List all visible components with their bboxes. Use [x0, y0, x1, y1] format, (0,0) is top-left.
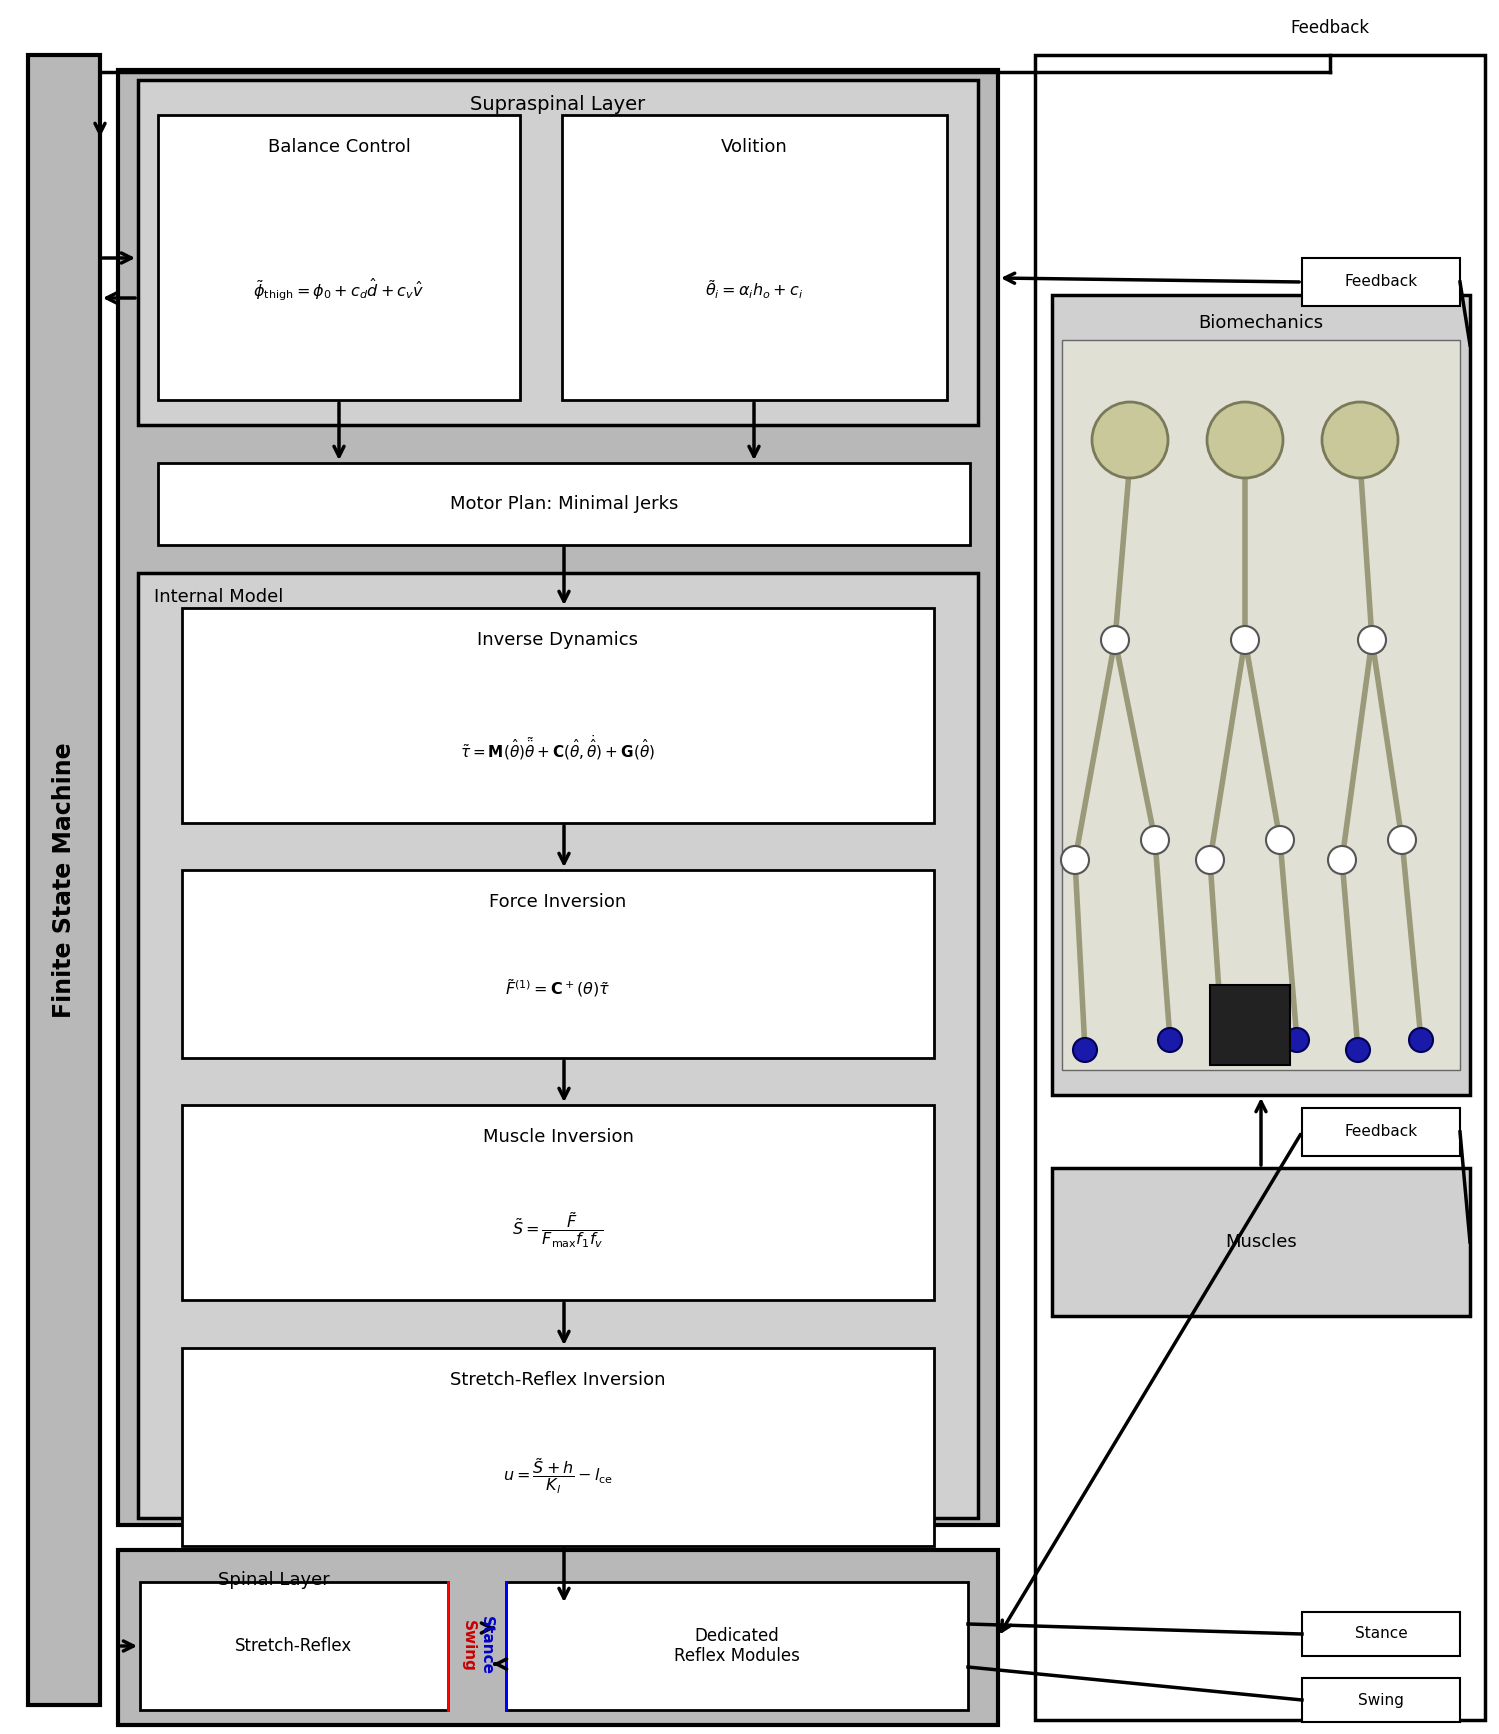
- Bar: [1034, 55, 1486, 1720]
- Text: Volition: Volition: [721, 139, 788, 156]
- Bar: [181, 870, 934, 1058]
- Text: $\tilde{F}^{(1)} = \mathbf{C}^+(\theta)\tilde{\tau}$: $\tilde{F}^{(1)} = \mathbf{C}^+(\theta)\…: [505, 976, 610, 999]
- Bar: [1052, 1169, 1471, 1316]
- Text: $\tilde{S} = \dfrac{\tilde{F}}{F_{\rm max}f_1 f_v}$: $\tilde{S} = \dfrac{\tilde{F}}{F_{\rm ma…: [513, 1210, 604, 1250]
- Circle shape: [1328, 846, 1357, 874]
- Text: $\tilde{\theta}_i = \alpha_i h_o + c_i$: $\tilde{\theta}_i = \alpha_i h_o + c_i$: [706, 279, 803, 302]
- Text: Stance: Stance: [478, 1616, 493, 1675]
- Circle shape: [1159, 1028, 1183, 1053]
- Bar: [138, 80, 977, 425]
- Circle shape: [1211, 1039, 1235, 1061]
- Text: Swing: Swing: [460, 1620, 475, 1672]
- Bar: [181, 1105, 934, 1300]
- Text: Dedicated
Reflex Modules: Dedicated Reflex Modules: [675, 1626, 800, 1665]
- Text: Balance Control: Balance Control: [267, 139, 411, 156]
- Text: Stance: Stance: [1355, 1626, 1408, 1642]
- Circle shape: [1061, 846, 1088, 874]
- Bar: [1303, 1679, 1460, 1722]
- Bar: [157, 463, 970, 544]
- Text: Feedback: Feedback: [1345, 1125, 1418, 1139]
- Circle shape: [1141, 825, 1169, 855]
- Circle shape: [1207, 402, 1283, 479]
- Circle shape: [1073, 1039, 1097, 1061]
- Circle shape: [1409, 1028, 1433, 1053]
- Bar: [1303, 1108, 1460, 1157]
- Circle shape: [1267, 825, 1294, 855]
- Bar: [118, 1550, 998, 1725]
- Bar: [28, 55, 100, 1705]
- Text: Feedback: Feedback: [1291, 19, 1370, 36]
- Bar: [1303, 258, 1460, 305]
- Bar: [139, 1581, 448, 1710]
- Circle shape: [1231, 626, 1259, 654]
- Bar: [1052, 295, 1471, 1094]
- Circle shape: [1346, 1039, 1370, 1061]
- Text: $u = \dfrac{\tilde{S}+h}{K_l} - l_{\rm ce}$: $u = \dfrac{\tilde{S}+h}{K_l} - l_{\rm c…: [502, 1457, 613, 1496]
- Bar: [181, 1347, 934, 1547]
- Circle shape: [1285, 1028, 1309, 1053]
- Text: Stretch-Reflex: Stretch-Reflex: [235, 1637, 352, 1654]
- Bar: [1303, 1613, 1460, 1656]
- Bar: [138, 572, 977, 1517]
- Text: Supraspinal Layer: Supraspinal Layer: [471, 94, 646, 113]
- Text: Muscles: Muscles: [1225, 1233, 1297, 1250]
- Bar: [118, 69, 998, 1524]
- Circle shape: [1358, 626, 1387, 654]
- Text: Stretch-Reflex Inversion: Stretch-Reflex Inversion: [450, 1372, 666, 1389]
- Bar: [562, 114, 947, 401]
- Text: Muscle Inversion: Muscle Inversion: [483, 1129, 634, 1146]
- Text: $\tilde{\tau} = \mathbf{M}(\hat{\theta})\tilde{\ddot{\theta}} + \mathbf{C}(\hat{: $\tilde{\tau} = \mathbf{M}(\hat{\theta})…: [460, 733, 655, 763]
- Text: Biomechanics: Biomechanics: [1198, 314, 1324, 331]
- Circle shape: [1091, 402, 1168, 479]
- Text: Force Inversion: Force Inversion: [489, 893, 627, 910]
- Circle shape: [1100, 626, 1129, 654]
- Text: Finite State Machine: Finite State Machine: [52, 742, 76, 1018]
- Bar: [1210, 985, 1291, 1065]
- Circle shape: [1388, 825, 1417, 855]
- Text: Internal Model: Internal Model: [154, 588, 283, 605]
- Text: Feedback: Feedback: [1345, 274, 1418, 290]
- Circle shape: [1322, 402, 1399, 479]
- Text: Inverse Dynamics: Inverse Dynamics: [478, 631, 639, 649]
- Bar: [507, 1581, 968, 1710]
- Circle shape: [1196, 846, 1225, 874]
- Bar: [157, 114, 520, 401]
- Bar: [1061, 340, 1460, 1070]
- Bar: [181, 609, 934, 824]
- Text: Motor Plan: Minimal Jerks: Motor Plan: Minimal Jerks: [450, 494, 678, 513]
- Text: $\tilde{\phi}_{\rm thigh} = \phi_0 + c_d\hat{d} + c_v\hat{v}$: $\tilde{\phi}_{\rm thigh} = \phi_0 + c_d…: [253, 277, 424, 303]
- Text: Swing: Swing: [1358, 1692, 1405, 1708]
- Text: Spinal Layer: Spinal Layer: [217, 1571, 330, 1588]
